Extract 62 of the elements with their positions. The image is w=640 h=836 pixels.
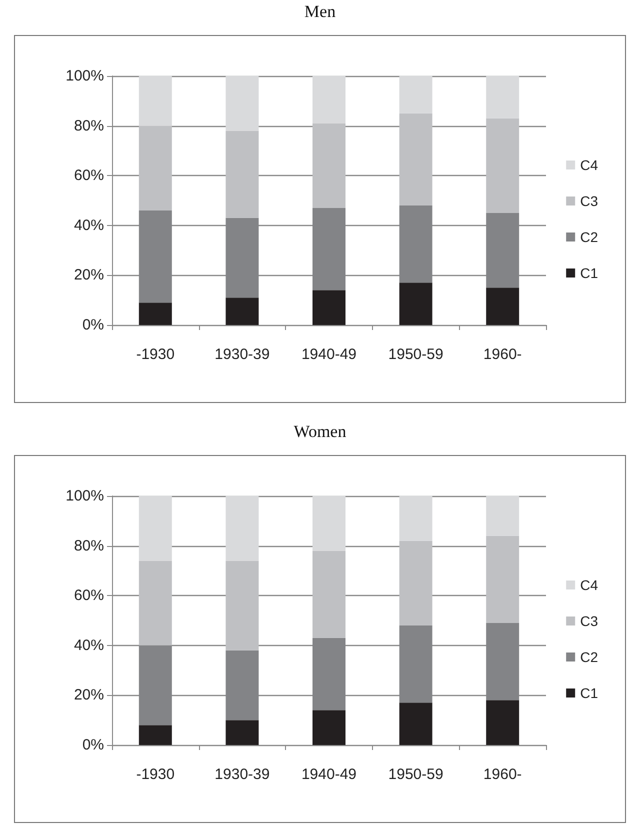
- bar: [226, 298, 259, 325]
- y-tick-label: 100%: [66, 488, 104, 504]
- bar: [138, 302, 172, 325]
- legend-label: C2: [580, 649, 598, 665]
- bar: [486, 288, 520, 325]
- bar: [226, 720, 259, 745]
- bar: [312, 496, 346, 551]
- bar: [486, 700, 520, 745]
- bar: [486, 536, 520, 623]
- bar: [138, 76, 172, 126]
- chart-title: Women: [292, 422, 348, 442]
- y-tick-label: 80%: [74, 537, 104, 554]
- legend-label: C4: [580, 577, 598, 593]
- x-tick-label: -1930: [136, 766, 175, 783]
- x-tick-label: 1940-49: [301, 766, 357, 783]
- bar: [399, 540, 432, 626]
- chart-title: Men: [303, 2, 337, 22]
- y-tick-label: 40%: [74, 216, 104, 234]
- bar: [312, 76, 346, 124]
- x-tick-label: 1930-39: [214, 346, 270, 363]
- bar: [226, 76, 259, 131]
- bar: [138, 496, 172, 561]
- bar: [226, 496, 259, 561]
- bar: [312, 710, 346, 745]
- bar: [399, 496, 432, 541]
- legend-label: C3: [580, 613, 598, 629]
- bar: [486, 118, 520, 213]
- bar: [399, 76, 432, 114]
- bar: [399, 113, 432, 206]
- x-tick-label: 1960-: [483, 346, 522, 363]
- y-tick-label: 60%: [74, 167, 104, 184]
- x-tick-label: 1940-49: [301, 346, 357, 363]
- bar: [226, 560, 259, 650]
- bar: [138, 126, 172, 210]
- bar: [486, 76, 520, 118]
- bar: [486, 496, 520, 536]
- bar: [226, 130, 259, 218]
- y-tick-label: 60%: [74, 587, 104, 604]
- bar: [312, 550, 346, 638]
- bar: [399, 282, 432, 325]
- y-tick-label: 20%: [74, 266, 104, 284]
- x-tick-label: 1950-59: [388, 766, 444, 783]
- legend-label: C2: [580, 229, 598, 245]
- x-tick-label: 1950-59: [388, 346, 444, 363]
- bar: [138, 725, 172, 745]
- y-tick-label: 0%: [82, 316, 104, 334]
- bar: [312, 290, 346, 325]
- x-tick-label: 1930-39: [214, 766, 270, 783]
- y-tick-label: 40%: [74, 636, 104, 654]
- bar: [138, 560, 172, 646]
- legend-label: C1: [580, 265, 598, 281]
- x-tick-label: 1960-: [483, 766, 522, 783]
- legend-label: C4: [580, 157, 598, 173]
- x-tick-label: -1930: [136, 346, 175, 363]
- y-tick-label: 100%: [66, 68, 104, 84]
- y-tick-label: 80%: [74, 117, 104, 134]
- bar: [399, 702, 432, 745]
- bar: [312, 123, 346, 208]
- y-tick-label: 20%: [74, 686, 104, 704]
- y-tick-label: 0%: [82, 736, 104, 754]
- legend-label: C1: [580, 685, 598, 701]
- legend-label: C3: [580, 193, 598, 209]
